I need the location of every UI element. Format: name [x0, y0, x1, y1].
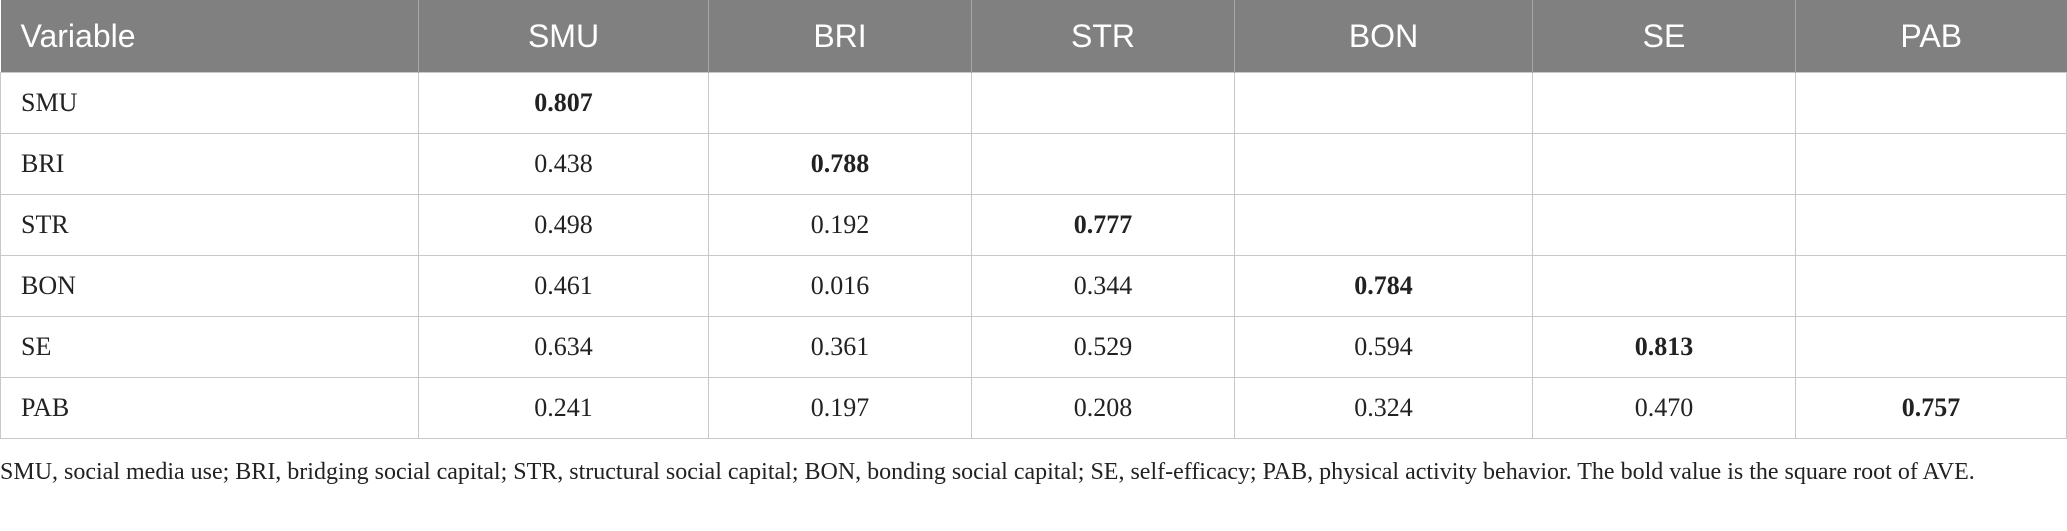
row-label: BON [0, 255, 419, 317]
table-header-row: Variable SMU BRI STR BON SE PAB [0, 0, 2067, 73]
table-row: PAB 0.241 0.197 0.208 0.324 0.470 0.757 [0, 377, 2067, 439]
row-label: BRI [0, 133, 419, 195]
column-header-pab: PAB [1795, 0, 2067, 73]
column-header-smu: SMU [418, 0, 709, 73]
table-cell [971, 72, 1235, 134]
table-cell [1532, 133, 1796, 195]
table-cell [1795, 255, 2067, 317]
table-cell: 0.344 [971, 255, 1235, 317]
table-cell: 0.016 [708, 255, 972, 317]
table-cell: 0.438 [418, 133, 709, 195]
table-footnote: SMU, social media use; BRI, bridging soc… [0, 459, 1975, 485]
table-cell: 0.197 [708, 377, 972, 439]
row-label: PAB [0, 377, 419, 439]
table-cell [1234, 72, 1533, 134]
row-label: STR [0, 194, 419, 256]
table-cell [1234, 133, 1533, 195]
table-cell: 0.807 [418, 72, 709, 134]
table-cell: 0.470 [1532, 377, 1796, 439]
table-row: BRI 0.438 0.788 [0, 133, 2067, 195]
table-cell: 0.788 [708, 133, 972, 195]
row-label: SE [0, 316, 419, 378]
table-cell: 0.461 [418, 255, 709, 317]
table-cell: 0.784 [1234, 255, 1533, 317]
table-cell [1532, 72, 1796, 134]
table-cell: 0.813 [1532, 316, 1796, 378]
table-cell [1234, 194, 1533, 256]
column-header-str: STR [971, 0, 1235, 73]
table-row: SE 0.634 0.361 0.529 0.594 0.813 [0, 316, 2067, 378]
table-cell [1795, 194, 2067, 256]
table-cell: 0.757 [1795, 377, 2067, 439]
column-header-bri: BRI [708, 0, 972, 73]
row-label: SMU [0, 72, 419, 134]
table-cell [708, 72, 972, 134]
table-body: SMU 0.807 BRI 0.438 0.788 STR 0.498 0.192 0.777 B… [0, 72, 2067, 439]
column-header-bon: BON [1234, 0, 1533, 73]
table-row: BON 0.461 0.016 0.344 0.784 [0, 255, 2067, 317]
table-cell [1532, 255, 1796, 317]
column-header-variable: Variable [0, 0, 419, 73]
table-cell [1795, 72, 2067, 134]
table-cell: 0.529 [971, 316, 1235, 378]
table-cell: 0.192 [708, 194, 972, 256]
table-cell [1795, 316, 2067, 378]
table-row: STR 0.498 0.192 0.777 [0, 194, 2067, 256]
table-cell: 0.594 [1234, 316, 1533, 378]
table-cell [1532, 194, 1796, 256]
table-cell: 0.777 [971, 194, 1235, 256]
table-cell: 0.324 [1234, 377, 1533, 439]
table-row: SMU 0.807 [0, 72, 2067, 134]
correlation-table-container: Variable SMU BRI STR BON SE PAB SMU 0.807… [0, 0, 2067, 485]
correlation-table: Variable SMU BRI STR BON SE PAB SMU 0.807… [0, 0, 2067, 439]
table-cell: 0.361 [708, 316, 972, 378]
table-cell: 0.208 [971, 377, 1235, 439]
table-cell: 0.634 [418, 316, 709, 378]
table-cell [971, 133, 1235, 195]
column-header-se: SE [1532, 0, 1796, 73]
table-cell [1795, 133, 2067, 195]
table-cell: 0.241 [418, 377, 709, 439]
table-cell: 0.498 [418, 194, 709, 256]
